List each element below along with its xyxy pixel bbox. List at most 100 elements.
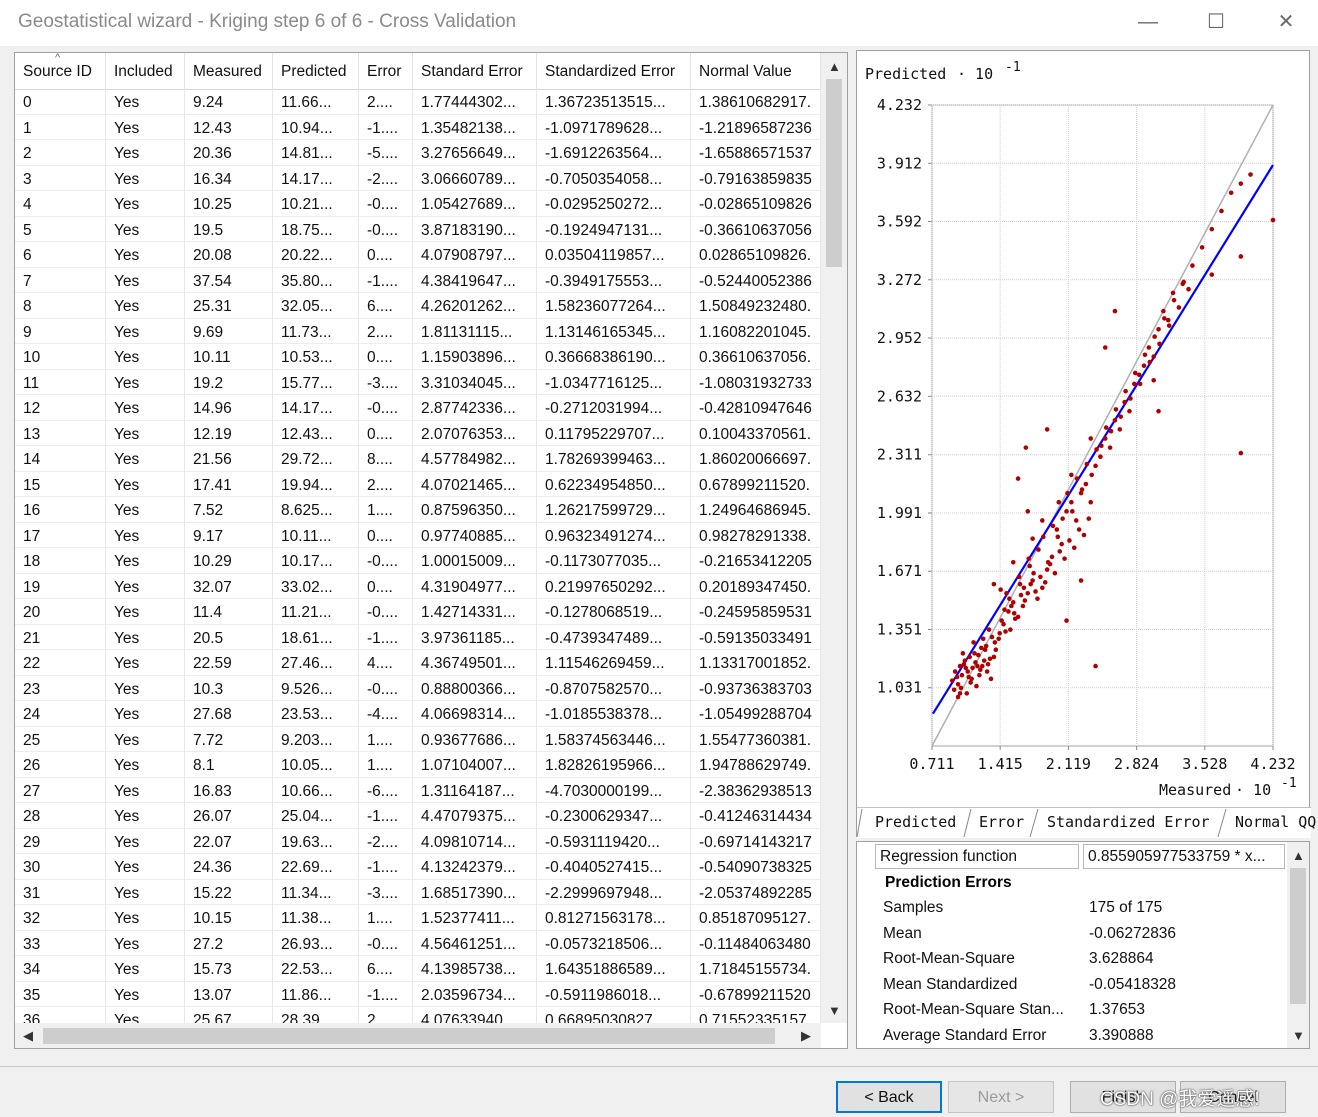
measured-cell: 19.5 <box>185 216 273 242</box>
cancel-button[interactable]: Cancel <box>1180 1081 1286 1113</box>
back-button[interactable]: < Back <box>836 1081 942 1113</box>
scroll-left-icon[interactable]: ◀ <box>23 1028 33 1043</box>
error-cell: 0.... <box>359 573 413 599</box>
table-row[interactable]: 9 Yes 9.69 11.73... 2.... 1.81131115... 1.1314… <box>15 318 821 344</box>
table-row[interactable]: 36 Yes 25.67 28.39... 2.... 4.07633940... 0.66… <box>15 1007 821 1023</box>
normal-value-cell: -0.41246314434 <box>691 803 821 829</box>
table-row[interactable]: 20 Yes 11.4 11.21... -0.... 1.42714331... -0.1… <box>15 599 821 625</box>
table-row[interactable]: 0 Yes 9.24 11.66... 2.... 1.77444302... 1.3672… <box>15 89 821 115</box>
table-row[interactable]: 34 Yes 15.73 22.53... 6.... 4.13985738... 1.64… <box>15 956 821 982</box>
y-tick-label: 2.632 <box>877 387 922 405</box>
tab-error[interactable]: Error <box>979 813 1025 831</box>
table-horizontal-scrollbar[interactable]: ◀ ▶ <box>15 1023 821 1048</box>
property-row[interactable]: Average Standard Error 3.390888 <box>857 1023 1285 1049</box>
tab-predicted[interactable]: Predicted <box>875 813 957 831</box>
data-point <box>1152 334 1157 339</box>
table-row[interactable]: 21 Yes 20.5 18.61... -1.... 3.97361185... -0.4… <box>15 624 821 650</box>
table-row[interactable]: 15 Yes 17.41 19.94... 2.... 4.07021465... 0.62… <box>15 471 821 497</box>
table-row[interactable]: 2 Yes 20.36 14.81... -5.... 3.27656649... -1.6… <box>15 140 821 166</box>
next-button[interactable]: Next > <box>948 1081 1054 1113</box>
table-row[interactable]: 16 Yes 7.52 8.625... 1.... 0.87596350... 1.262… <box>15 497 821 523</box>
table-row[interactable]: 25 Yes 7.72 9.203... 1.... 0.93677686... 1.583… <box>15 726 821 752</box>
table-row[interactable]: 7 Yes 37.54 35.80... -1.... 4.38419647... -0.3… <box>15 267 821 293</box>
standard-error-cell: 4.47079375... <box>413 803 537 829</box>
scroll-thumb[interactable] <box>826 79 842 267</box>
table-row[interactable]: 4 Yes 10.25 10.21... -0.... 1.05427689... -0.0… <box>15 191 821 217</box>
table-row[interactable]: 33 Yes 27.2 26.93... -0.... 4.56461251... -0.0… <box>15 930 821 956</box>
finish-button[interactable]: Finish <box>1070 1081 1176 1113</box>
normal-value-cell: -0.67899211520 <box>691 981 821 1007</box>
data-point <box>1017 581 1023 587</box>
col-error-header[interactable]: Error <box>359 53 413 89</box>
table-row[interactable]: 5 Yes 19.5 18.75... -0.... 3.87183190... -0.19… <box>15 216 821 242</box>
table-row[interactable]: 26 Yes 8.1 10.05... 1.... 1.07104007... 1.8282… <box>15 752 821 778</box>
col-predicted-header[interactable]: Predicted <box>273 53 359 89</box>
table-vertical-scrollbar[interactable]: ▲ ▼ <box>821 53 847 1023</box>
table-row[interactable]: 29 Yes 22.07 19.63... -2.... 4.09810714... -0.… <box>15 828 821 854</box>
table-row[interactable]: 23 Yes 10.3 9.526... -0.... 0.88800366... -0.8… <box>15 675 821 701</box>
data-point <box>982 647 988 652</box>
measured-cell: 9.17 <box>185 522 273 548</box>
table-row[interactable]: 35 Yes 13.07 11.86... -1.... 2.03596734... -0.… <box>15 981 821 1007</box>
col-measured-header[interactable]: Measured <box>185 53 273 89</box>
data-point <box>1181 279 1187 285</box>
table-row[interactable]: 17 Yes 9.17 10.11... 0.... 0.97740885... 0.963… <box>15 522 821 548</box>
table-row[interactable]: 22 Yes 22.59 27.46... 4.... 4.36749501... 1.11… <box>15 650 821 676</box>
data-point <box>971 640 976 645</box>
minimize-icon[interactable]: — <box>1138 11 1158 33</box>
table-row[interactable]: 11 Yes 19.2 15.77... -3.... 3.31034045... -1.0… <box>15 369 821 395</box>
col-standardized-error-header[interactable]: Standardized Error <box>537 53 691 89</box>
x-axis-exponent: -1 <box>1281 776 1297 791</box>
maximize-icon[interactable]: ☐ <box>1207 11 1225 33</box>
property-row[interactable]: Mean Standardized -0.05418328 <box>857 972 1285 998</box>
table-row[interactable]: 10 Yes 10.11 10.53... 0.... 1.15903896... 0.36… <box>15 344 821 370</box>
table-row[interactable]: 12 Yes 14.96 14.17... -0.... 2.87742336... -0.… <box>15 395 821 421</box>
close-icon[interactable]: ✕ <box>1277 11 1295 33</box>
scroll-thumb[interactable] <box>43 1028 775 1044</box>
table-row[interactable]: 24 Yes 27.68 23.53... -4.... 4.06698314... -1.… <box>15 701 821 727</box>
normal-value-cell: -0.59135033491 <box>691 624 821 650</box>
table-row[interactable]: 13 Yes 12.19 12.43... 0.... 2.07076353... 0.11… <box>15 420 821 446</box>
data-point <box>1102 436 1108 441</box>
table-row[interactable]: 32 Yes 10.15 11.38... 1.... 1.52377411... 0.81… <box>15 905 821 931</box>
table-row[interactable]: 28 Yes 26.07 25.04... -1.... 4.47079375... -0.… <box>15 803 821 829</box>
standardized-error-cell: -1.0971789628... <box>537 114 691 140</box>
included-cell: Yes <box>106 522 185 548</box>
scroll-down-icon[interactable]: ▼ <box>828 1003 841 1018</box>
data-point <box>980 636 986 642</box>
tab-normal-qq[interactable]: Normal QQ <box>1235 813 1317 831</box>
regression-function-row[interactable]: Regression function 0.855905977533759 * … <box>857 844 1285 870</box>
scroll-up-icon[interactable]: ▲ <box>1292 848 1305 863</box>
table-row[interactable]: 19 Yes 32.07 33.02... 0.... 4.31904977... 0.21… <box>15 573 821 599</box>
property-row[interactable]: Root-Mean-Square Stan... 1.37653 <box>857 997 1285 1023</box>
col-included-header[interactable]: Included <box>106 53 185 89</box>
predicted-cell: 14.17... <box>273 165 359 191</box>
table-row[interactable]: 8 Yes 25.31 32.05... 6.... 4.26201262... 1.582… <box>15 293 821 319</box>
col-source-id-header[interactable]: Source ID <box>15 53 106 89</box>
predicted-cell: 25.04... <box>273 803 359 829</box>
source-id-cell: 24 <box>15 701 106 727</box>
table-row[interactable]: 18 Yes 10.29 10.17... -0.... 1.00015009... -0.… <box>15 548 821 574</box>
property-row[interactable]: Samples 175 of 175 <box>857 895 1285 921</box>
table-row[interactable]: 31 Yes 15.22 11.34... -3.... 1.68517390... -2.… <box>15 879 821 905</box>
included-cell: Yes <box>106 573 185 599</box>
measured-cell: 16.34 <box>185 165 273 191</box>
tab-standardized-error[interactable]: Standardized Error <box>1047 813 1210 831</box>
properties-scrollbar[interactable]: ▲ ▼ <box>1287 842 1309 1048</box>
table-row[interactable]: 27 Yes 16.83 10.66... -6.... 1.31164187... -4.… <box>15 777 821 803</box>
data-point <box>1099 443 1104 449</box>
col-standard-error-header[interactable]: Standard Error <box>413 53 537 89</box>
table-row[interactable]: 30 Yes 24.36 22.69... -1.... 4.13242379... -0.… <box>15 854 821 880</box>
data-point <box>1027 563 1033 569</box>
table-row[interactable]: 14 Yes 21.56 29.72... 8.... 4.57784982... 1.78… <box>15 446 821 472</box>
table-row[interactable]: 1 Yes 12.43 10.94... -1.... 1.35482138... -1.0… <box>15 114 821 140</box>
scroll-down-icon[interactable]: ▼ <box>1292 1028 1305 1043</box>
table-row[interactable]: 6 Yes 20.08 20.22... 0.... 4.07908797... 0.035… <box>15 242 821 268</box>
table-row[interactable]: 3 Yes 16.34 14.17... -2.... 3.06660789... -0.7… <box>15 165 821 191</box>
scroll-thumb[interactable] <box>1290 868 1306 1004</box>
scroll-up-icon[interactable]: ▲ <box>828 59 841 74</box>
property-row[interactable]: Root-Mean-Square 3.628864 <box>857 946 1285 972</box>
scroll-right-icon[interactable]: ▶ <box>801 1028 811 1043</box>
property-row[interactable]: Mean -0.06272836 <box>857 921 1285 947</box>
col-normal-value-header[interactable]: Normal Value <box>691 53 821 89</box>
